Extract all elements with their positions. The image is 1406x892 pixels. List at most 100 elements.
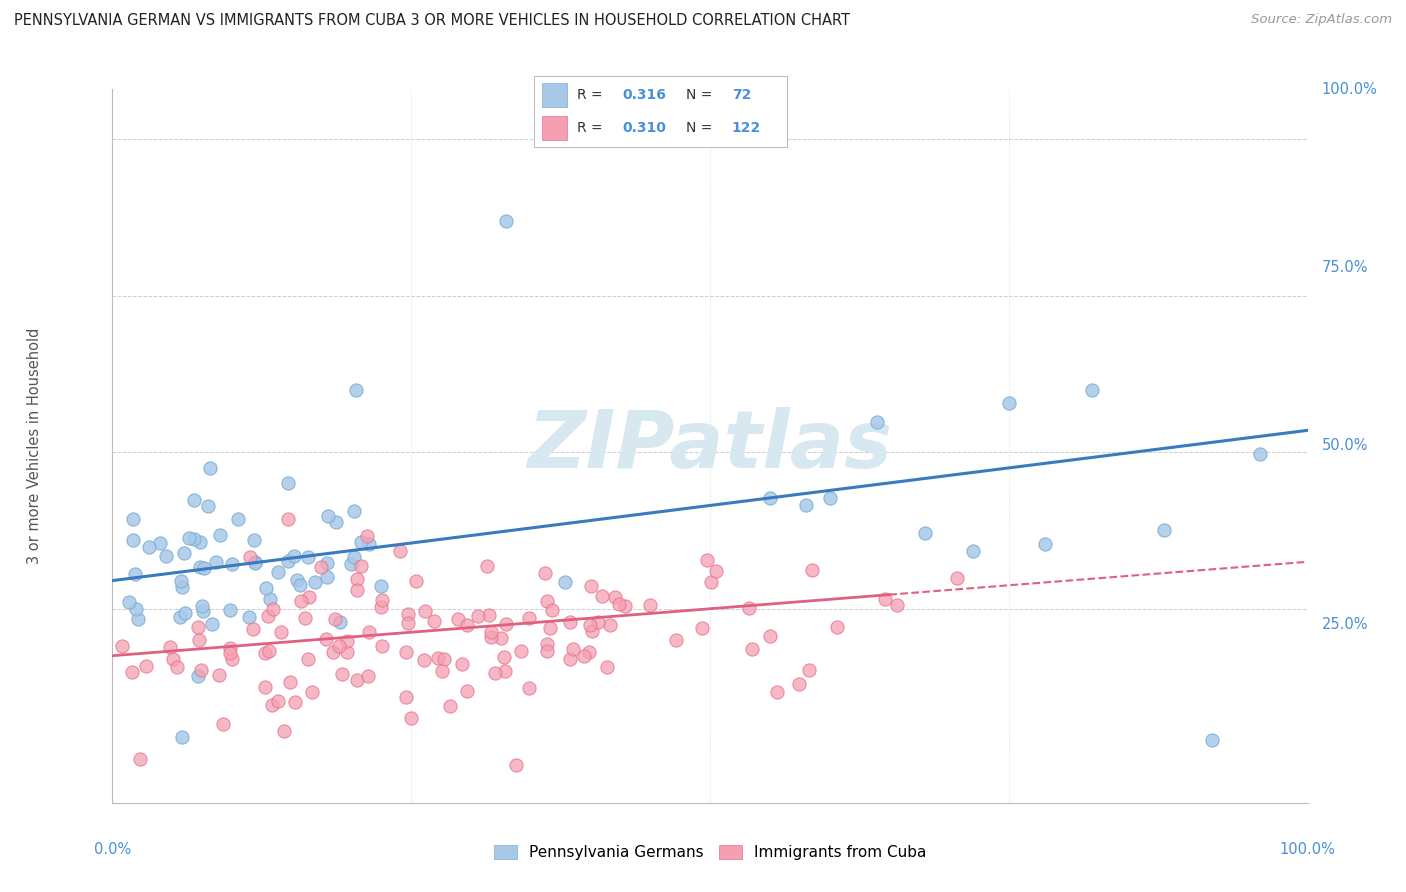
Point bbox=[221, 652, 243, 666]
Point bbox=[1249, 447, 1271, 461]
Point bbox=[350, 534, 373, 549]
Point bbox=[344, 383, 367, 397]
Text: 0.310: 0.310 bbox=[623, 121, 666, 135]
Point bbox=[536, 594, 558, 608]
Point bbox=[401, 711, 423, 725]
Point bbox=[1033, 537, 1056, 551]
Point bbox=[359, 537, 381, 551]
Point bbox=[173, 546, 195, 560]
Point bbox=[277, 475, 299, 490]
Point bbox=[148, 536, 170, 550]
Point bbox=[325, 516, 347, 530]
Point bbox=[494, 665, 516, 679]
Text: 0.316: 0.316 bbox=[623, 88, 666, 102]
Point bbox=[297, 549, 319, 564]
Point bbox=[346, 583, 368, 598]
Point bbox=[998, 395, 1021, 409]
Point bbox=[187, 620, 209, 634]
Text: 72: 72 bbox=[731, 88, 751, 102]
Point bbox=[129, 752, 152, 766]
Point bbox=[536, 644, 558, 658]
Point bbox=[562, 642, 585, 657]
Point bbox=[439, 699, 461, 714]
Point bbox=[288, 578, 311, 592]
Point bbox=[245, 556, 267, 570]
Point bbox=[187, 669, 209, 683]
Point bbox=[239, 550, 262, 565]
Point bbox=[558, 652, 581, 666]
Point bbox=[494, 650, 516, 665]
Point bbox=[433, 651, 456, 665]
Point bbox=[138, 540, 160, 554]
Point bbox=[238, 610, 260, 624]
Point bbox=[450, 657, 472, 671]
Point bbox=[336, 645, 359, 659]
Point bbox=[121, 665, 143, 679]
Point bbox=[328, 640, 350, 654]
Point bbox=[388, 544, 411, 558]
Point bbox=[290, 594, 312, 608]
Point bbox=[396, 616, 419, 631]
Point bbox=[350, 559, 373, 574]
Point bbox=[413, 604, 436, 618]
Point bbox=[267, 694, 290, 708]
Text: Source: ZipAtlas.com: Source: ZipAtlas.com bbox=[1251, 13, 1392, 27]
Point bbox=[297, 651, 319, 665]
Point bbox=[198, 461, 221, 475]
Point bbox=[509, 644, 531, 658]
Point bbox=[256, 608, 278, 623]
Point bbox=[346, 673, 368, 688]
Point bbox=[741, 642, 763, 657]
Point bbox=[395, 690, 418, 705]
Point bbox=[316, 570, 339, 584]
Point bbox=[467, 608, 489, 623]
Point bbox=[267, 565, 290, 579]
Point bbox=[346, 573, 368, 587]
Point bbox=[332, 667, 354, 681]
Point bbox=[1201, 733, 1223, 747]
Point bbox=[538, 621, 561, 635]
Point bbox=[962, 544, 984, 558]
Point bbox=[371, 592, 394, 607]
Point bbox=[536, 637, 558, 651]
Point bbox=[489, 632, 512, 646]
Point bbox=[284, 695, 307, 709]
Point bbox=[127, 612, 149, 626]
Point bbox=[162, 652, 184, 666]
Point bbox=[578, 645, 600, 659]
Point bbox=[294, 611, 316, 625]
Point bbox=[613, 599, 636, 614]
Point bbox=[336, 634, 359, 648]
Point bbox=[190, 663, 212, 677]
Point bbox=[540, 603, 562, 617]
Point bbox=[413, 653, 436, 667]
Point bbox=[766, 684, 789, 698]
Point bbox=[479, 624, 502, 639]
Point bbox=[245, 555, 267, 569]
Point bbox=[124, 566, 146, 581]
Point bbox=[396, 607, 419, 621]
Point bbox=[533, 566, 555, 580]
Point bbox=[188, 534, 211, 549]
Point bbox=[122, 533, 145, 548]
Point bbox=[208, 667, 231, 681]
Point bbox=[243, 533, 266, 547]
Point bbox=[188, 560, 211, 574]
Text: N =: N = bbox=[686, 121, 717, 135]
Point bbox=[209, 528, 232, 542]
Point bbox=[212, 717, 235, 731]
Point bbox=[166, 660, 188, 674]
Point bbox=[318, 508, 340, 523]
Legend: Pennsylvania Germans, Immigrants from Cuba: Pennsylvania Germans, Immigrants from Cu… bbox=[488, 839, 932, 866]
Point bbox=[183, 493, 205, 508]
Point bbox=[800, 563, 823, 577]
Point bbox=[118, 595, 141, 609]
Point bbox=[135, 658, 157, 673]
Point bbox=[787, 677, 810, 691]
Point bbox=[581, 624, 603, 639]
Point bbox=[478, 608, 501, 623]
Point bbox=[875, 591, 897, 606]
Point bbox=[298, 591, 321, 605]
Text: 50.0%: 50.0% bbox=[1322, 439, 1368, 453]
Text: 75.0%: 75.0% bbox=[1322, 260, 1368, 275]
